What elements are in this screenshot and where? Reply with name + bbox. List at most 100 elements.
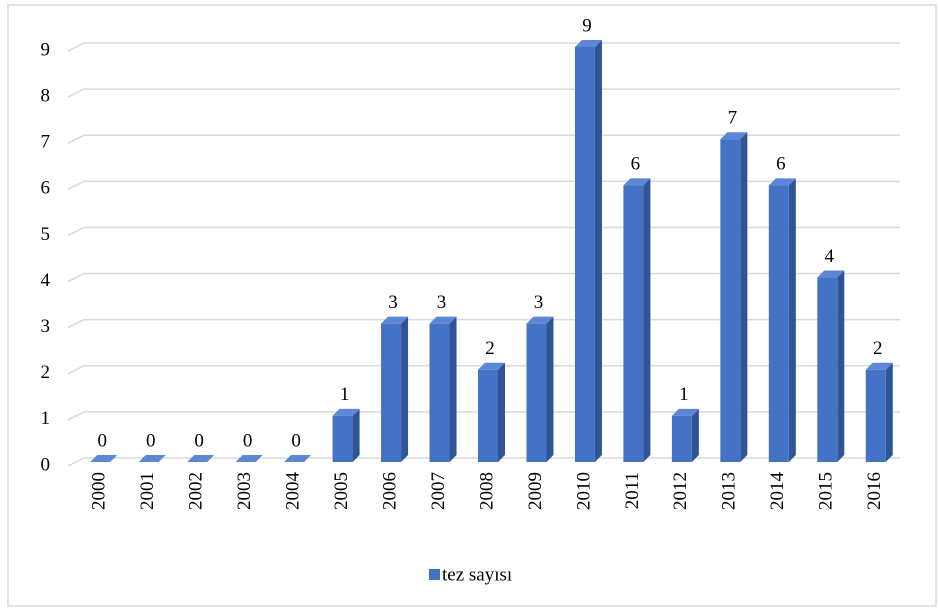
x-tick-label: 2016	[864, 472, 885, 510]
data-label: 0	[243, 430, 253, 451]
bar-top	[720, 132, 748, 140]
bar	[623, 185, 644, 463]
x-tick-label: 2004	[282, 472, 303, 511]
bar-side	[401, 316, 409, 462]
data-label: 1	[679, 384, 689, 405]
legend-swatch	[429, 569, 440, 580]
bar-top	[187, 455, 215, 462]
bar-side	[594, 40, 602, 462]
y-tick-label: 7	[41, 132, 51, 153]
bar-top	[332, 408, 360, 416]
y-tick-label: 2	[41, 362, 51, 383]
bar-side	[837, 270, 845, 462]
x-tick-label: 2002	[186, 472, 207, 510]
bar-side	[546, 316, 554, 462]
data-label: 2	[485, 338, 495, 359]
y-tick-label: 3	[41, 316, 51, 337]
x-tick-label: 2005	[331, 472, 352, 510]
bar	[381, 323, 402, 462]
grid-line-side	[67, 457, 85, 467]
bar	[574, 47, 595, 462]
grid-line-side	[67, 272, 85, 283]
x-tick-label: 2012	[670, 472, 691, 510]
y-tick-label: 4	[41, 270, 51, 291]
data-label: 3	[534, 292, 544, 313]
x-tick-label: 2006	[379, 472, 400, 510]
data-label: 1	[340, 384, 350, 405]
bar-top	[574, 40, 602, 47]
data-label: 0	[291, 430, 301, 451]
bar-top	[865, 362, 893, 370]
y-tick-label: 6	[41, 178, 51, 199]
y-tick-label: 0	[41, 454, 51, 475]
x-tick-label: 2008	[476, 472, 497, 510]
data-label: 3	[388, 292, 398, 313]
grid-line-side	[67, 411, 85, 421]
bar-top	[671, 408, 699, 416]
y-tick-label: 9	[41, 39, 51, 60]
y-tick-label: 8	[41, 85, 51, 106]
bar-top	[817, 270, 845, 278]
bar-top	[381, 316, 409, 324]
data-label: 3	[437, 292, 447, 313]
x-tick-label: 2001	[137, 472, 158, 510]
grid-line-side	[67, 365, 85, 375]
bar	[671, 415, 692, 462]
x-tick-label: 2000	[89, 472, 110, 510]
bar-side	[788, 178, 796, 463]
bar-top	[429, 316, 457, 324]
legend-label: tez sayısı	[442, 564, 512, 585]
bar	[332, 415, 353, 462]
x-tick-label: 2007	[428, 472, 449, 510]
data-label: 9	[582, 15, 592, 36]
bar	[865, 369, 886, 462]
data-label: 7	[728, 108, 738, 129]
data-label: 4	[825, 246, 835, 267]
data-label: 0	[146, 430, 156, 451]
bar-side	[352, 408, 360, 462]
data-label: 0	[194, 430, 204, 451]
y-tick-label: 5	[41, 224, 51, 245]
bar	[478, 369, 498, 462]
grid-line-side	[67, 42, 85, 52]
bar-top	[138, 455, 166, 462]
bar	[429, 323, 450, 462]
data-label: 6	[631, 154, 641, 175]
x-tick-label: 2013	[719, 472, 740, 510]
bar-side	[498, 362, 505, 462]
x-tick-label: 2010	[573, 472, 594, 510]
bar	[768, 185, 789, 463]
bar-side	[740, 132, 748, 462]
y-tick-label: 1	[41, 408, 51, 429]
bar-side	[449, 316, 457, 462]
data-label: 6	[776, 154, 786, 175]
x-tick-label: 2015	[816, 472, 837, 510]
grid-line-side	[67, 180, 85, 191]
bar	[526, 323, 547, 462]
x-tick-label: 2011	[622, 472, 643, 509]
x-tick-label: 2009	[525, 472, 546, 510]
bar-side	[885, 362, 893, 462]
data-label: 2	[873, 338, 883, 359]
bar-top	[284, 455, 312, 462]
bar-top	[526, 316, 554, 324]
bar-top	[90, 455, 118, 462]
bar-top	[623, 178, 651, 186]
bar	[817, 277, 838, 462]
bar-top	[235, 455, 263, 462]
chart-border	[7, 4, 937, 607]
grid-line-side	[67, 226, 85, 237]
x-tick-label: 2014	[767, 472, 788, 511]
data-label: 0	[97, 430, 107, 451]
grid-line-side	[67, 88, 85, 98]
bar-top	[768, 178, 796, 186]
bar-top	[478, 362, 505, 370]
x-tick-label: 2003	[234, 472, 255, 510]
bar-side	[643, 178, 651, 463]
bar-side	[691, 408, 699, 462]
grid-line-side	[67, 134, 85, 144]
bar	[720, 139, 741, 462]
grid-line-side	[67, 318, 85, 329]
